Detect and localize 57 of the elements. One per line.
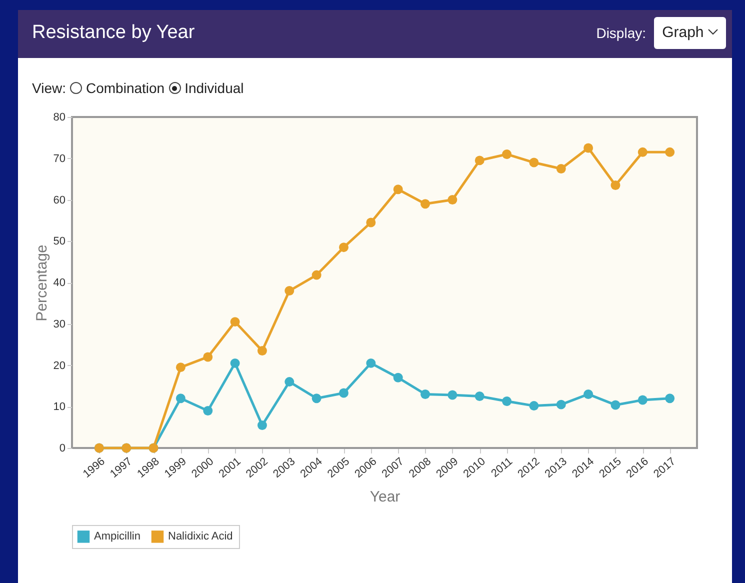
point	[474, 156, 484, 166]
x-axis-title: Year	[370, 488, 400, 506]
legend-label: Ampicillin	[94, 530, 140, 543]
point	[638, 147, 648, 157]
y-tick-label: 30	[53, 318, 66, 330]
point	[393, 372, 403, 382]
y-tick-label: 50	[53, 236, 66, 248]
legend-label: Nalidixic Acid	[168, 530, 233, 543]
text: Combination	[86, 80, 165, 96]
point	[338, 388, 348, 398]
point	[665, 394, 675, 404]
y-tick-label: 20	[53, 360, 66, 372]
point	[284, 377, 294, 387]
point	[610, 400, 620, 410]
point	[230, 358, 240, 368]
point	[502, 396, 512, 406]
point	[584, 389, 594, 399]
point	[203, 406, 213, 416]
point	[366, 358, 376, 368]
chart-title: Resistance by Year	[32, 22, 195, 44]
point	[257, 420, 267, 430]
point	[284, 286, 294, 296]
point	[230, 317, 240, 327]
point	[203, 352, 213, 362]
point	[529, 158, 539, 168]
point	[610, 180, 620, 190]
y-tick-label: 70	[53, 152, 66, 165]
y-tick-label: 0	[59, 442, 66, 454]
point	[474, 392, 484, 402]
point	[584, 143, 594, 153]
point	[176, 394, 186, 404]
y-axis-title: Percentage	[33, 244, 50, 322]
point	[502, 150, 512, 159]
point	[312, 394, 322, 404]
text: View:	[32, 80, 66, 96]
text: Individual	[184, 80, 244, 96]
point	[448, 195, 458, 204]
point	[176, 362, 186, 372]
point	[665, 147, 675, 157]
point	[556, 164, 566, 174]
point	[556, 400, 566, 410]
point	[638, 395, 648, 405]
point	[257, 346, 267, 356]
point	[338, 242, 348, 252]
point	[312, 270, 322, 280]
text: Graph	[662, 24, 704, 41]
y-tick-label: 10	[53, 401, 66, 414]
y-tick-label: 80	[53, 112, 66, 124]
y-tick-label: 40	[53, 277, 66, 289]
point	[393, 184, 403, 194]
point	[420, 389, 430, 399]
point	[420, 199, 430, 209]
point	[448, 390, 458, 400]
text: Display:	[596, 25, 646, 41]
point	[366, 218, 376, 228]
point	[529, 401, 539, 411]
y-tick-label: 60	[53, 194, 66, 206]
